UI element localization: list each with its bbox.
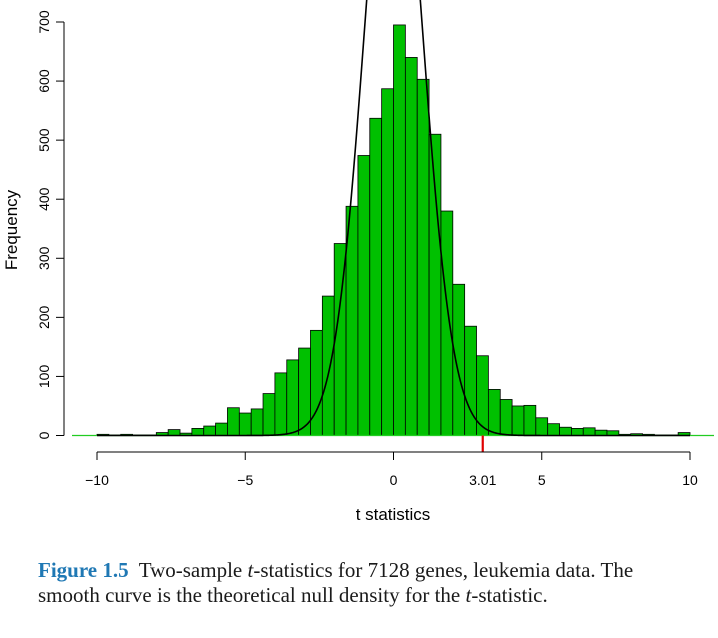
histogram-chart: 0 100 200 300 400 500 600 700 −10 −5 0 5 10 3.01 Fre… <box>2 0 714 524</box>
histogram-bar <box>499 399 513 436</box>
histogram-bar <box>571 428 584 436</box>
histogram-bar <box>547 423 560 436</box>
y-axis-label: Frequency <box>2 189 21 270</box>
histogram-bar <box>238 412 252 436</box>
histogram-bar <box>286 359 300 436</box>
y-tick-label: 100 <box>36 365 52 389</box>
y-axis: 0 100 200 300 400 500 600 700 <box>36 10 65 439</box>
y-tick-label: 300 <box>36 246 52 270</box>
histogram-bar <box>203 425 217 436</box>
x-tick-label: 5 <box>538 472 546 488</box>
x-axis: −10 −5 0 5 10 3.01 <box>85 451 698 488</box>
histogram-bar <box>215 422 228 436</box>
caption-text-3: -statistic. <box>471 583 548 607</box>
figure-caption: Figure 1.5 Two-sample t-statistics for 7… <box>38 558 698 608</box>
histogram-bars <box>96 24 691 436</box>
histogram-bar <box>262 393 276 436</box>
histogram-bar <box>404 57 418 436</box>
y-tick-label: 700 <box>36 10 52 34</box>
histogram-bar <box>393 24 406 436</box>
histogram-bar <box>511 405 525 436</box>
histogram-bar <box>440 210 454 436</box>
histogram-bar <box>227 407 240 436</box>
histogram-bar <box>487 389 501 436</box>
x-tick-label: 0 <box>390 472 398 488</box>
y-tick-label: 600 <box>36 69 52 93</box>
caption-text-1: Two-sample <box>138 558 243 582</box>
histogram-bar <box>167 429 181 436</box>
y-tick-label: 400 <box>36 187 52 211</box>
histogram-bar <box>357 155 371 436</box>
y-tick-label: 200 <box>36 305 52 329</box>
histogram-bar <box>321 295 335 436</box>
null-density-curve <box>97 0 690 437</box>
marker-label: 3.01 <box>469 472 496 488</box>
histogram-bar <box>416 78 430 436</box>
histogram-bar <box>250 408 264 436</box>
histogram-bar <box>452 283 466 436</box>
figure-label: Figure 1.5 <box>38 558 129 582</box>
histogram-bar <box>381 88 394 436</box>
histogram-bar <box>428 133 442 436</box>
y-tick-label: 0 <box>36 431 52 439</box>
x-tick-label: 10 <box>682 472 698 488</box>
caption-t-symbol-2: t <box>465 583 472 607</box>
histogram-bar <box>369 117 383 436</box>
caption-text-2: -statistics for 7128 genes, leukemia dat… <box>38 558 634 607</box>
x-tick-label: −10 <box>85 472 109 488</box>
histogram-bar <box>191 428 205 436</box>
histogram-bar <box>582 427 596 436</box>
histogram-bar <box>535 417 549 436</box>
caption-t-symbol: t <box>247 558 254 582</box>
y-tick-label: 500 <box>36 128 52 152</box>
histogram-bar <box>310 329 323 436</box>
histogram-bar <box>523 404 537 436</box>
x-tick-label: −5 <box>237 472 253 488</box>
histogram-bar <box>274 372 288 436</box>
x-axis-label: t statistics <box>356 505 431 524</box>
histogram-bar <box>559 426 572 436</box>
